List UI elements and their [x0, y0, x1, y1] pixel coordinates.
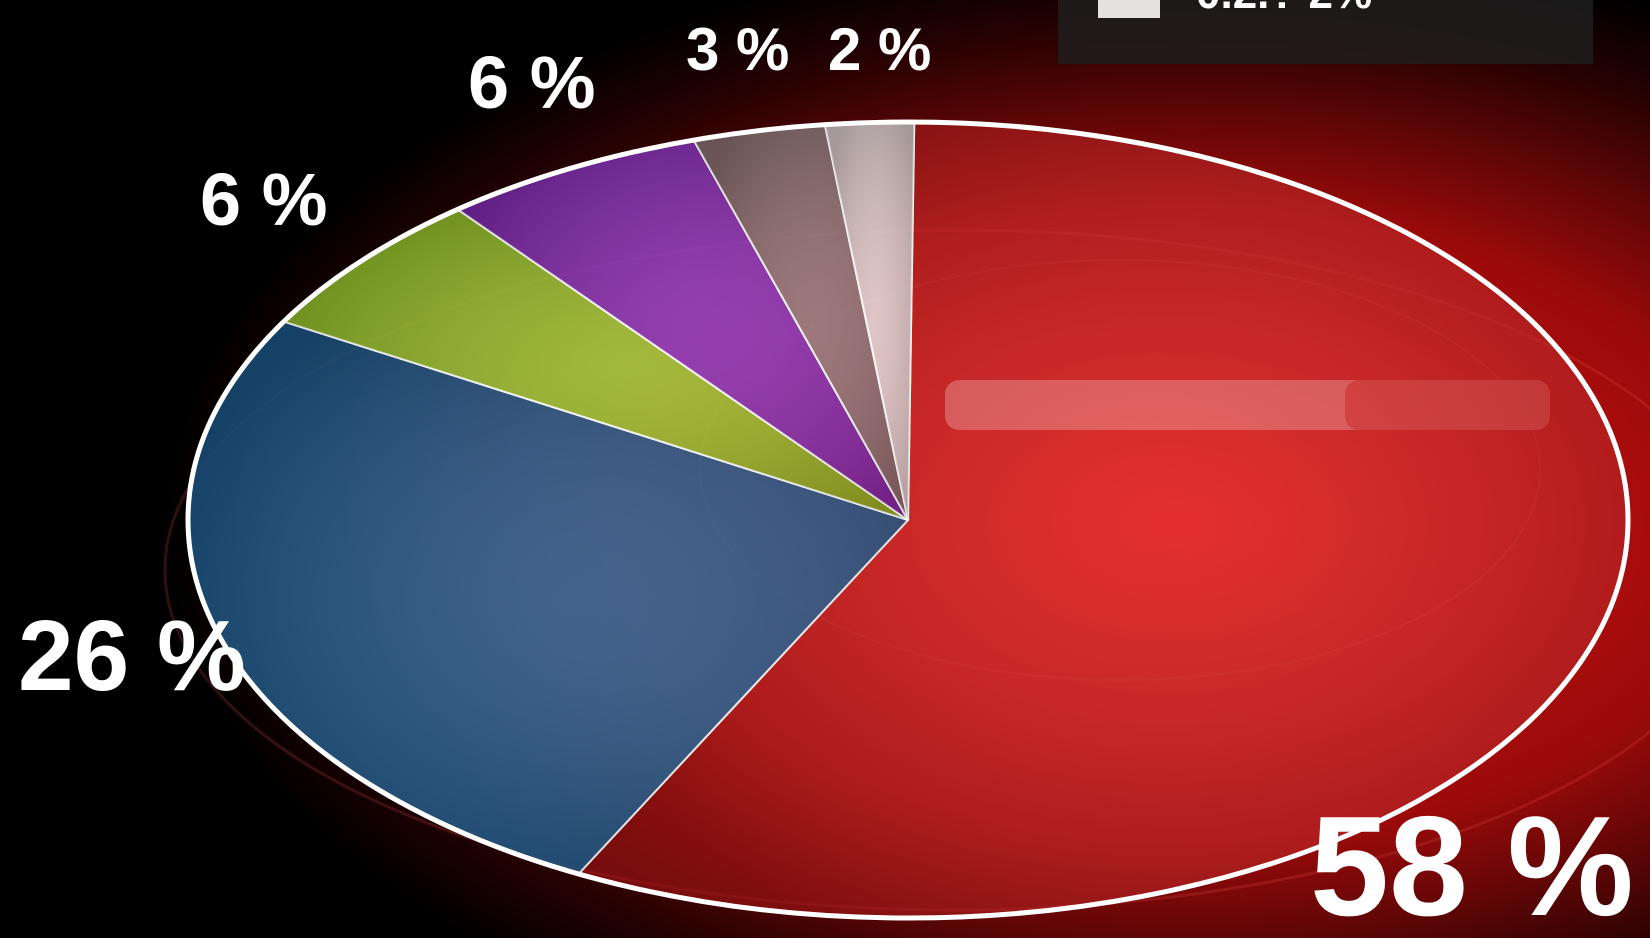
legend-label: 0.2.? 2% — [1196, 0, 1372, 18]
legend: 0.2.? 2% — [1058, 0, 1593, 64]
pie-label-6-purple: 6 % — [468, 41, 596, 124]
pie-slice-2-shade — [824, 122, 915, 520]
pie-label-6-green: 6 % — [200, 158, 328, 241]
pie-slice-6-purple-shade — [457, 140, 908, 521]
legend-swatch — [1098, 0, 1160, 18]
pie-labels: 58 % 26 % 6 % 6 % 3 % 2 % — [18, 16, 1634, 938]
pie-label-3: 3 % — [686, 16, 789, 83]
pie-slice-6-green-shade — [283, 209, 908, 521]
pie-label-2: 2 % — [828, 16, 931, 83]
pie-label-26: 26 % — [18, 600, 246, 712]
pie-outline — [185, 119, 1631, 921]
pie-slice-3-shade — [693, 124, 908, 520]
pie-label-58: 58 % — [1310, 787, 1634, 938]
pie-slice-26-shade — [188, 321, 909, 874]
pie-slice-58-shade — [578, 122, 1629, 919]
